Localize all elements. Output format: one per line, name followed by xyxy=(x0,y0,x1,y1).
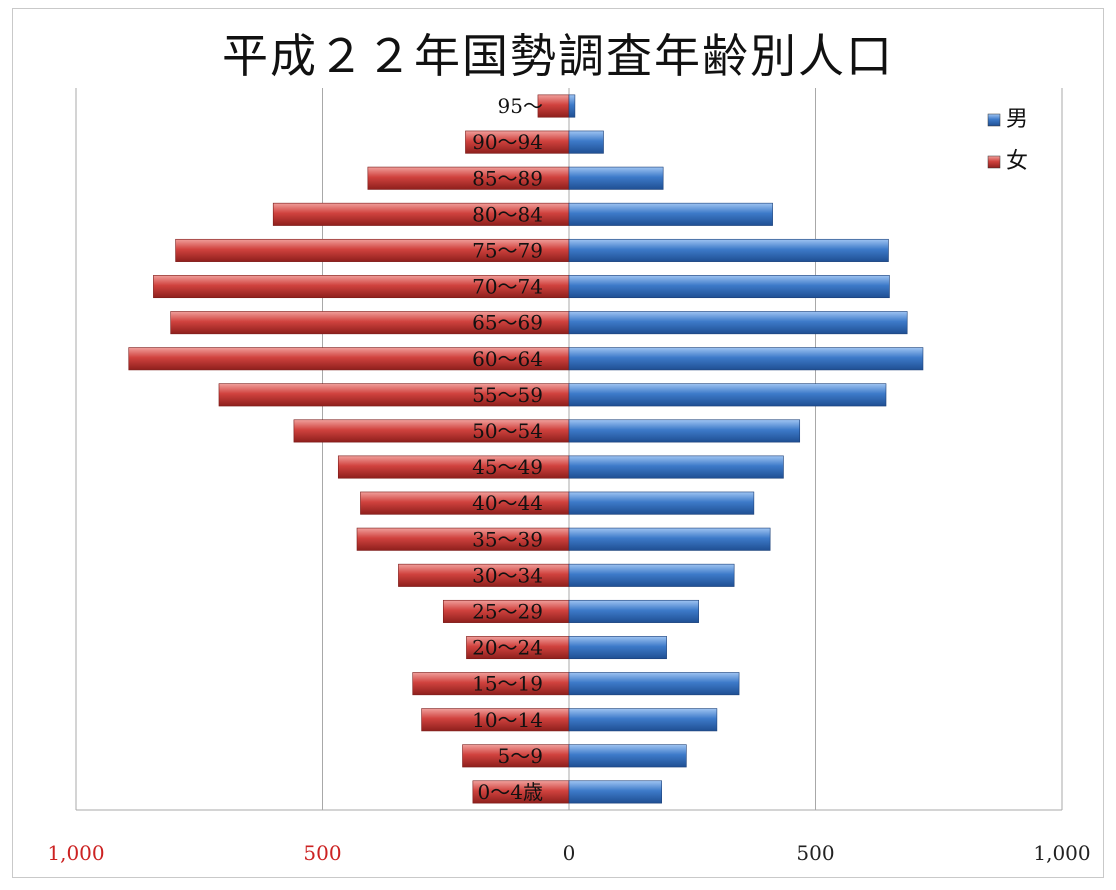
bar-male-3 xyxy=(568,672,740,696)
category-label-19: 95〜 xyxy=(498,94,543,118)
x-tick-label-4: 1,000 xyxy=(1033,841,1090,865)
bar-male-17 xyxy=(568,166,664,190)
bar-male-4 xyxy=(568,636,667,660)
bar-male-18 xyxy=(568,130,604,154)
category-label-17: 85〜89 xyxy=(472,166,543,190)
bar-male-7 xyxy=(568,527,771,551)
bar-male-2 xyxy=(568,708,718,732)
bar-male-10 xyxy=(568,419,801,443)
bar-layer xyxy=(128,94,924,804)
x-tick-label-0: 1,000 xyxy=(47,841,104,865)
bar-male-0 xyxy=(568,780,662,804)
chart-title: 平成２２年国勢調査年齢別人口 xyxy=(222,29,894,83)
bar-male-9 xyxy=(568,455,784,479)
bar-male-5 xyxy=(568,599,699,623)
category-label-15: 75〜79 xyxy=(472,238,543,262)
category-label-5: 25〜29 xyxy=(472,599,543,623)
x-tick-label-3: 500 xyxy=(796,841,834,865)
x-tick-label-2: 0 xyxy=(563,841,576,865)
category-label-4: 20〜24 xyxy=(472,636,543,660)
category-label-16: 80〜84 xyxy=(472,202,543,226)
category-label-14: 70〜74 xyxy=(472,275,543,299)
category-label-6: 30〜34 xyxy=(472,563,543,587)
legend-swatch-1 xyxy=(987,155,1001,169)
bar-male-11 xyxy=(568,383,887,407)
x-tick-label-1: 500 xyxy=(303,841,341,865)
bar-male-14 xyxy=(568,275,890,299)
category-label-8: 40〜44 xyxy=(472,491,543,515)
bar-male-6 xyxy=(568,563,735,587)
category-label-1: 5〜9 xyxy=(498,744,543,768)
legend: 男女 xyxy=(987,107,1028,174)
bar-male-8 xyxy=(568,491,755,515)
bar-male-13 xyxy=(568,311,908,335)
bar-male-1 xyxy=(568,744,687,768)
legend-label-1: 女 xyxy=(1006,149,1028,174)
category-label-10: 50〜54 xyxy=(472,419,543,443)
x-tick-layer: 1,000 500 0 500 1,000 xyxy=(47,841,1090,865)
category-label-11: 55〜59 xyxy=(472,383,543,407)
category-label-0: 0〜4歳 xyxy=(478,780,543,804)
bar-male-15 xyxy=(568,238,889,262)
legend-label-0: 男 xyxy=(1006,107,1028,132)
category-label-7: 35〜39 xyxy=(472,527,543,551)
category-label-3: 15〜19 xyxy=(472,672,543,696)
category-label-layer: 0〜4歳 5〜9 10〜14 15〜19 20〜24 25〜29 30〜34 35〜39 40〜… xyxy=(472,94,543,804)
category-label-9: 45〜49 xyxy=(472,455,543,479)
category-label-18: 90〜94 xyxy=(472,130,543,154)
bar-male-16 xyxy=(568,202,773,226)
category-label-2: 10〜14 xyxy=(472,708,543,732)
bar-male-12 xyxy=(568,347,924,371)
category-label-13: 65〜69 xyxy=(472,311,543,335)
bar-male-19 xyxy=(568,94,576,118)
legend-swatch-0 xyxy=(987,113,1001,127)
grid-layer xyxy=(75,88,1063,811)
category-label-12: 60〜64 xyxy=(472,347,543,371)
